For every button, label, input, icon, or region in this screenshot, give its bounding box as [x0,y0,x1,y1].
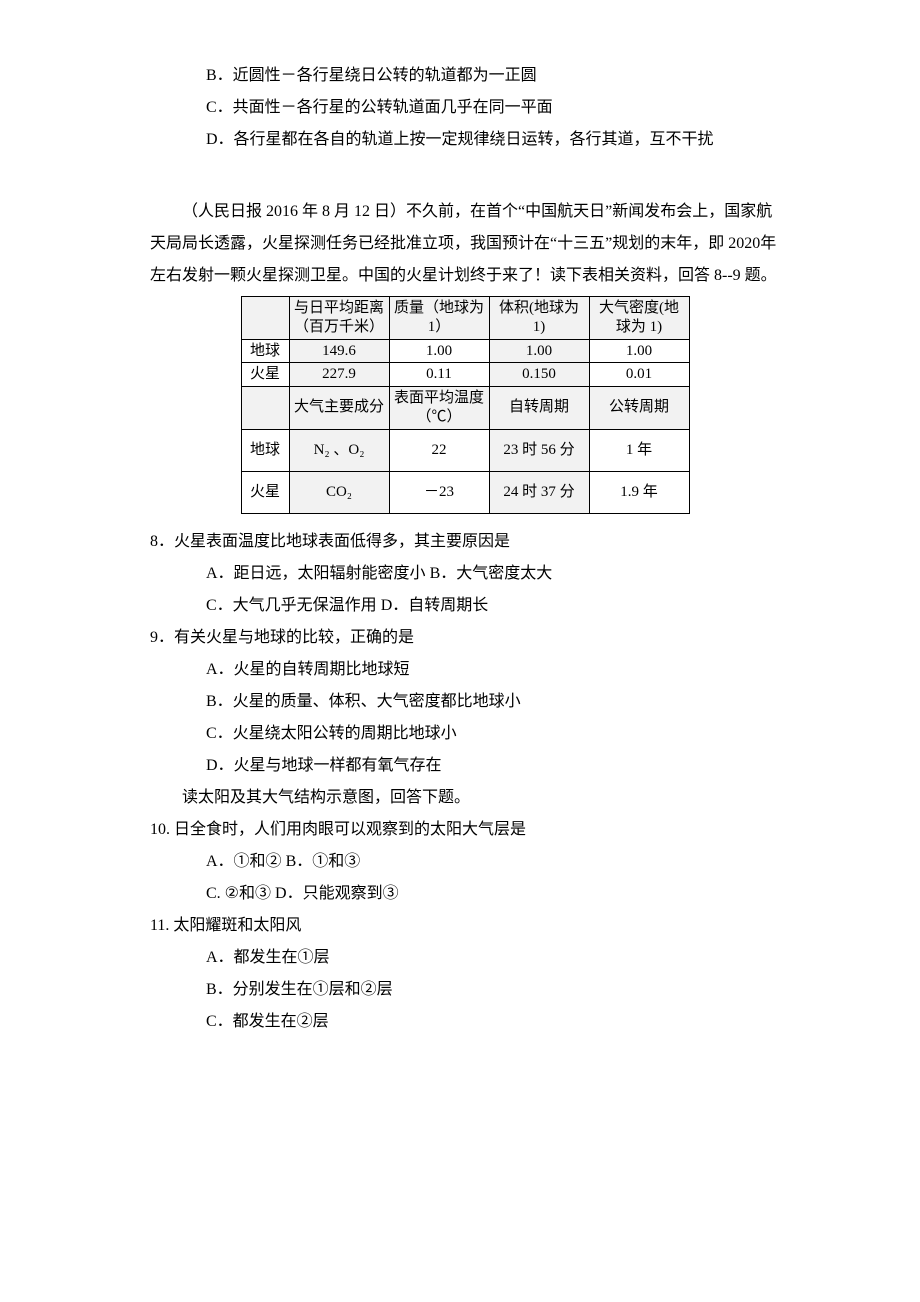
q8-d: D．自转周期长 [381,590,489,622]
row-earth-label: 地球 [241,339,289,363]
data-table: 与日平均距离（百万千米） 质量（地球为 1） 体积(地球为1) 大气密度(地球为… [241,296,690,514]
option-b: B．近圆性－各行星绕日公转的轨道都为一正圆 [150,60,780,92]
cell: 23 时 56 分 [489,429,589,471]
th-revolution: 公转周期 [589,387,689,430]
option-d: D．各行星都在各自的轨道上按一定规律绕日运转，各行其道，互不干扰 [150,124,780,156]
q9-c: C．火星绕太阳公转的周期比地球小 [150,718,780,750]
cell: 24 时 37 分 [489,471,589,513]
q9-d: D．火星与地球一样都有氧气存在 [150,750,780,782]
cell: 1.9 年 [589,471,689,513]
q10-row1: A．①和② B．①和③ [150,846,780,878]
q10-b: B．①和③ [286,846,361,878]
data-table-wrap: 与日平均距离（百万千米） 质量（地球为 1） 体积(地球为1) 大气密度(地球为… [150,296,780,514]
row-mars2-label: 火星 [241,471,289,513]
th-temp: 表面平均温度（℃） [389,387,489,430]
cell: 1.00 [389,339,489,363]
th-blank2 [241,387,289,430]
q10-stem: 10. 日全食时，人们用肉眼可以观察到的太阳大气层是 [150,814,780,846]
passage-intro: （人民日报 2016 年 8 月 12 日）不久前，在首个“中国航天日”新闻发布… [150,196,780,292]
th-mass: 质量（地球为 1） [389,297,489,340]
q8-stem: 8．火星表面温度比地球表面低得多，其主要原因是 [150,526,780,558]
th-blank1 [241,297,289,340]
cell: 149.6 [289,339,389,363]
q9-stem: 9．有关火星与地球的比较，正确的是 [150,622,780,654]
cell: 22 [389,429,489,471]
cell: 1.00 [489,339,589,363]
option-c: C．共面性－各行星的公转轨道面几乎在同一平面 [150,92,780,124]
q10-d: D．只能观察到③ [275,878,399,910]
q8-row1: A．距日远，太阳辐射能密度小 B．大气密度太大 [150,558,780,590]
cell: －23 [389,471,489,513]
q10-row2: C. ②和③ D．只能观察到③ [150,878,780,910]
q10-a: A．①和② [206,853,282,870]
row-mars-label: 火星 [241,363,289,387]
cell: 0.11 [389,363,489,387]
q8-a: A．距日远，太阳辐射能密度小 [206,565,426,582]
cell: 1 年 [589,429,689,471]
cell: N₂ 、O₂ [289,429,389,471]
q8-b: B．大气密度太大 [430,558,553,590]
th-distance: 与日平均距离（百万千米） [289,297,389,340]
q11-stem: 11. 太阳耀斑和太阳风 [150,910,780,942]
cell: 0.150 [489,363,589,387]
cell: CO₂ [289,471,389,513]
q10-c: C. ②和③ [206,885,271,902]
cell: 227.9 [289,363,389,387]
q8-row2: C．大气几乎无保温作用 D．自转周期长 [150,590,780,622]
th-density: 大气密度(地球为 1) [589,297,689,340]
cell: 1.00 [589,339,689,363]
row-earth2-label: 地球 [241,429,289,471]
cell: 0.01 [589,363,689,387]
th-volume: 体积(地球为1) [489,297,589,340]
q11-c: C．都发生在②层 [150,1006,780,1038]
q9-a: A．火星的自转周期比地球短 [150,654,780,686]
q11-a: A．都发生在①层 [150,942,780,974]
th-rotation: 自转周期 [489,387,589,430]
q8-c: C．大气几乎无保温作用 [206,597,377,614]
q9-b: B．火星的质量、体积、大气密度都比地球小 [150,686,780,718]
th-atmo: 大气主要成分 [289,387,389,430]
read-sun: 读太阳及其大气结构示意图，回答下题。 [150,782,780,814]
q11-b: B．分别发生在①层和②层 [150,974,780,1006]
